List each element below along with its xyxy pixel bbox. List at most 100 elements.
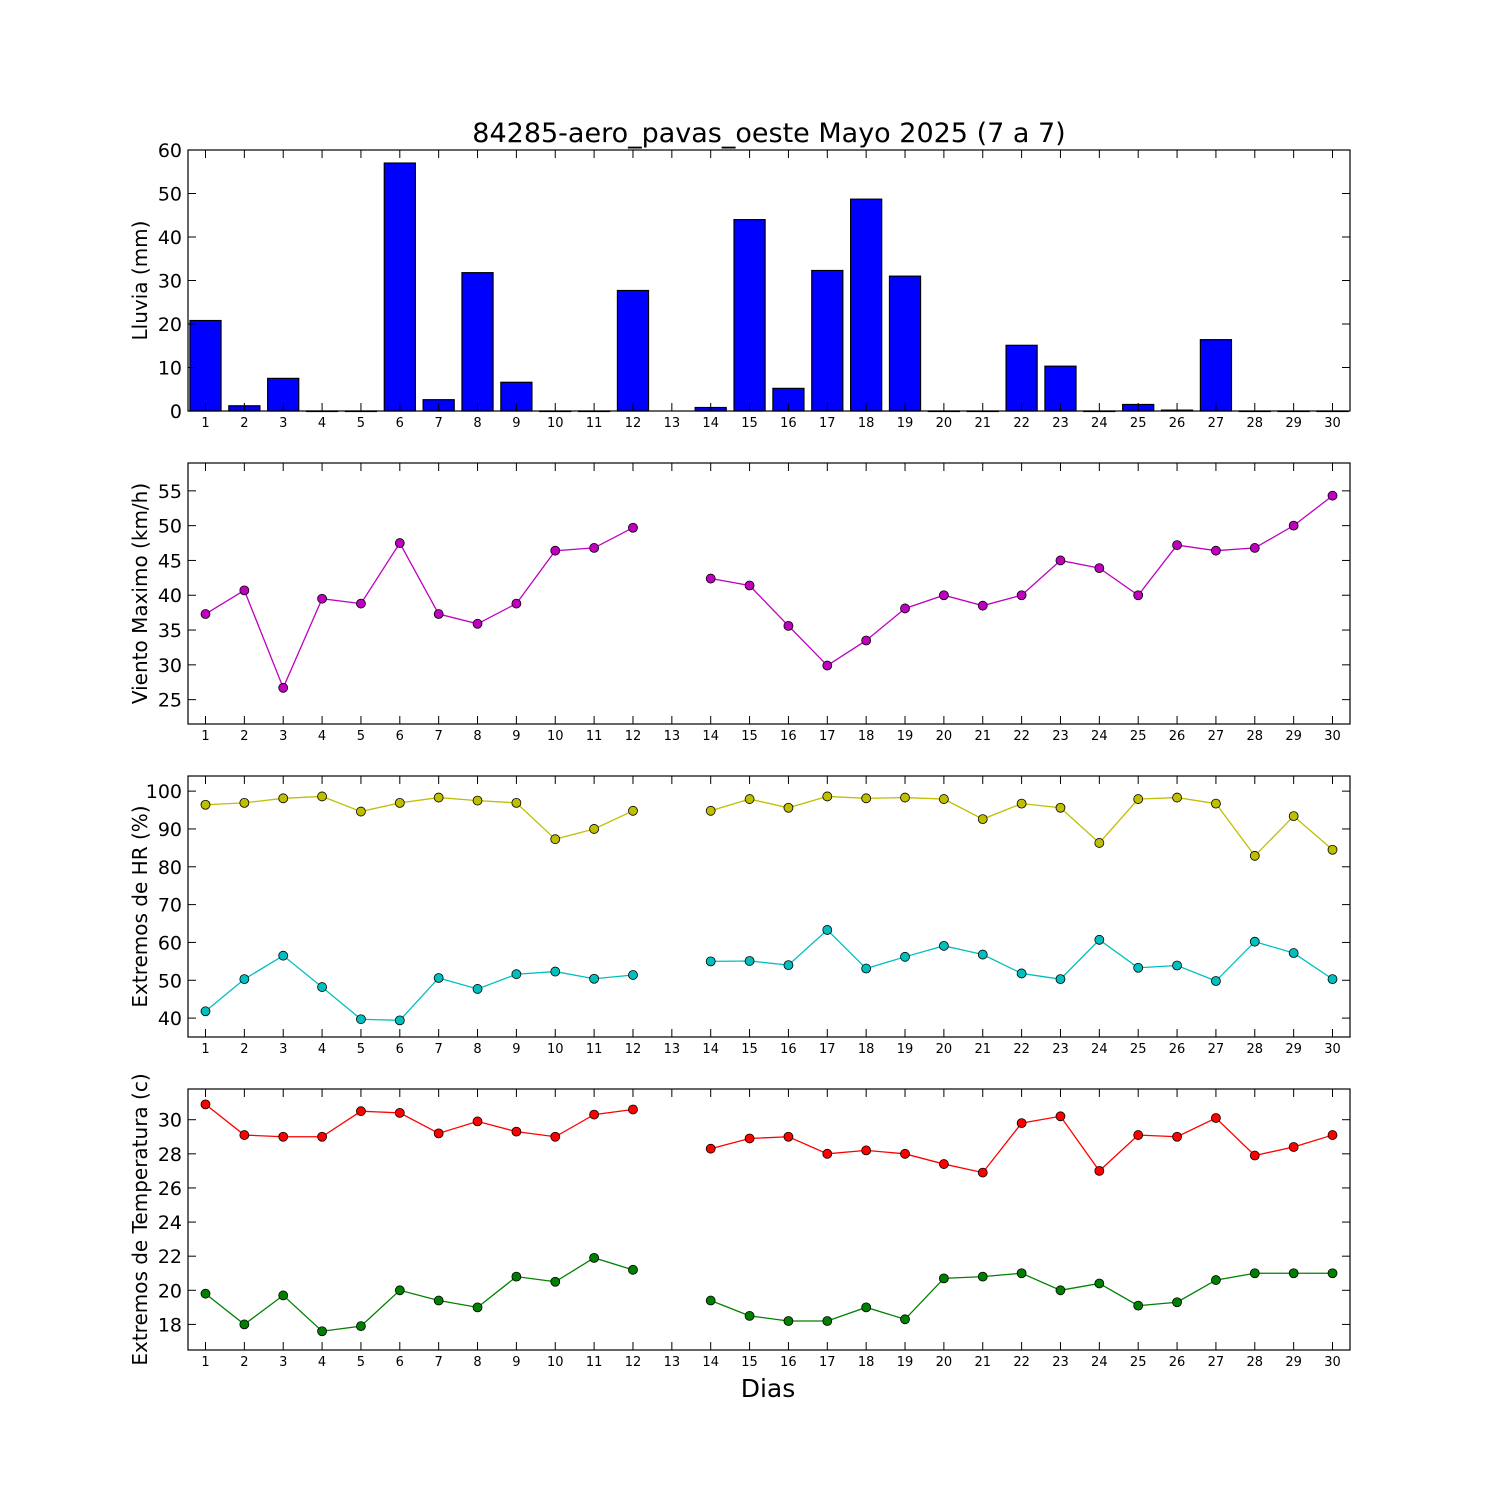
series-1-point-day-20 (938, 794, 949, 804)
x-tick-label: 15 (741, 1042, 758, 1057)
x-tick-label: 13 (664, 1042, 681, 1057)
x-tick-label: 18 (858, 1042, 875, 1057)
y-tick-label: 60 (158, 140, 182, 162)
x-tick-label: 24 (1091, 1355, 1108, 1370)
series-1-point-day-14 (705, 1143, 716, 1154)
series-1-point-day-4 (317, 593, 327, 604)
series-1-point-day-30 (1327, 844, 1338, 855)
series-1-point-day-1 (200, 1099, 211, 1110)
x-tick-label: 9 (512, 1042, 520, 1057)
x-tick-label: 14 (702, 1355, 719, 1370)
series-1-point-day-2 (239, 797, 250, 808)
x-tick-label: 8 (473, 729, 481, 744)
x-tick-label: 23 (1052, 1042, 1069, 1057)
bar-day-8 (461, 272, 494, 412)
series-1-point-day-30 (1327, 490, 1338, 501)
x-tick-label: 2 (240, 1042, 248, 1057)
x-tick-label: 12 (625, 416, 642, 431)
series-2-point-day-19 (900, 1314, 910, 1325)
x-tick-label: 16 (780, 1355, 797, 1370)
x-tick-label: 6 (396, 1042, 404, 1057)
x-tick-label: 21 (974, 1042, 991, 1057)
series-1-point-day-8 (472, 618, 483, 629)
x-tick-label: 12 (625, 1042, 642, 1057)
x-tick-label: 17 (819, 729, 836, 744)
x-tick-label: 27 (1208, 729, 1225, 744)
series-1-point-day-3 (278, 1131, 289, 1142)
series-2-point-day-8 (472, 984, 483, 994)
x-tick-label: 3 (279, 729, 287, 744)
x-tick-label: 23 (1052, 729, 1069, 744)
series-2-point-day-20 (938, 940, 949, 951)
x-tick-label: 30 (1324, 1355, 1341, 1370)
x-tick-label: 18 (858, 1355, 875, 1370)
x-tick-label: 10 (547, 729, 564, 744)
bar-day-18 (850, 198, 883, 412)
x-tick-label: 7 (435, 729, 443, 744)
x-tick-label: 26 (1169, 1355, 1186, 1370)
x-tick-label: 19 (897, 1042, 914, 1057)
series-2-point-day-5 (356, 1321, 366, 1332)
y-tick-label: 30 (158, 655, 182, 677)
series-1-point-day-5 (356, 598, 366, 609)
series-2-point-day-28 (1249, 936, 1260, 947)
x-tick-label: 8 (473, 416, 481, 431)
x-tick-label: 14 (702, 416, 719, 431)
x-tick-label: 22 (1013, 1042, 1030, 1057)
x-tick-label: 24 (1091, 416, 1108, 431)
x-tick-label: 20 (936, 729, 953, 744)
series-2-point-day-26 (1172, 1297, 1182, 1308)
y-tick-label: 40 (158, 227, 182, 249)
x-tick-label: 22 (1013, 416, 1030, 431)
x-tick-label: 5 (357, 1355, 365, 1370)
series-1-point-day-23 (1055, 1111, 1066, 1122)
x-tick-label: 25 (1130, 729, 1147, 744)
series-2-point-day-15 (744, 1310, 755, 1321)
series-1-point-day-18 (861, 793, 872, 804)
series-1-point-day-20 (938, 590, 949, 601)
x-tick-label: 16 (780, 1042, 797, 1057)
series-1-point-day-7 (433, 609, 444, 619)
series-1-point-day-29 (1288, 811, 1299, 821)
series-1-point-day-8 (472, 795, 483, 806)
x-tick-label: 15 (741, 1355, 758, 1370)
series-1-point-day-21 (977, 814, 988, 825)
series-1-point-day-14 (705, 573, 716, 584)
x-tick-label: 26 (1169, 1042, 1186, 1057)
x-tick-label: 11 (586, 729, 603, 744)
series-1-point-day-11 (589, 1109, 600, 1120)
series-2-line (710, 1272, 1333, 1322)
series-1-point-day-21 (977, 1167, 988, 1178)
x-tick-label: 1 (201, 416, 209, 431)
y-tick-label: 70 (158, 895, 182, 917)
x-tick-label: 13 (664, 416, 681, 431)
x-tick-label: 19 (897, 416, 914, 431)
x-tick-label: 21 (974, 416, 991, 431)
series-2-point-day-10 (550, 966, 561, 977)
series-1-point-day-19 (900, 603, 910, 614)
y-tick-label: 40 (158, 585, 182, 607)
series-1-point-day-20 (938, 1159, 949, 1169)
y-axis-label: Extremos de Temperatura (c) (128, 1073, 152, 1365)
x-tick-label: 26 (1169, 416, 1186, 431)
x-tick-label: 6 (396, 1355, 404, 1370)
series-1-point-day-27 (1211, 545, 1221, 556)
series-2-point-day-22 (1016, 1268, 1027, 1279)
series-2-point-day-11 (589, 973, 600, 984)
series-1-point-day-23 (1055, 802, 1066, 813)
series-1-point-day-6 (394, 538, 405, 548)
x-tick-label: 27 (1208, 1042, 1225, 1057)
series-1-line (205, 1103, 634, 1138)
x-tick-label: 11 (586, 1042, 603, 1057)
y-tick-label: 18 (158, 1314, 182, 1336)
y-tick-label: 30 (158, 1110, 182, 1132)
y-tick-label: 60 (158, 932, 182, 954)
plot-frame (187, 775, 1351, 1038)
bar-day-1 (189, 319, 222, 412)
x-tick-label: 28 (1247, 1355, 1264, 1370)
x-tick-label: 6 (396, 729, 404, 744)
x-tick-label: 19 (897, 729, 914, 744)
series-1-point-day-26 (1172, 540, 1182, 551)
x-tick-label: 16 (780, 416, 797, 431)
